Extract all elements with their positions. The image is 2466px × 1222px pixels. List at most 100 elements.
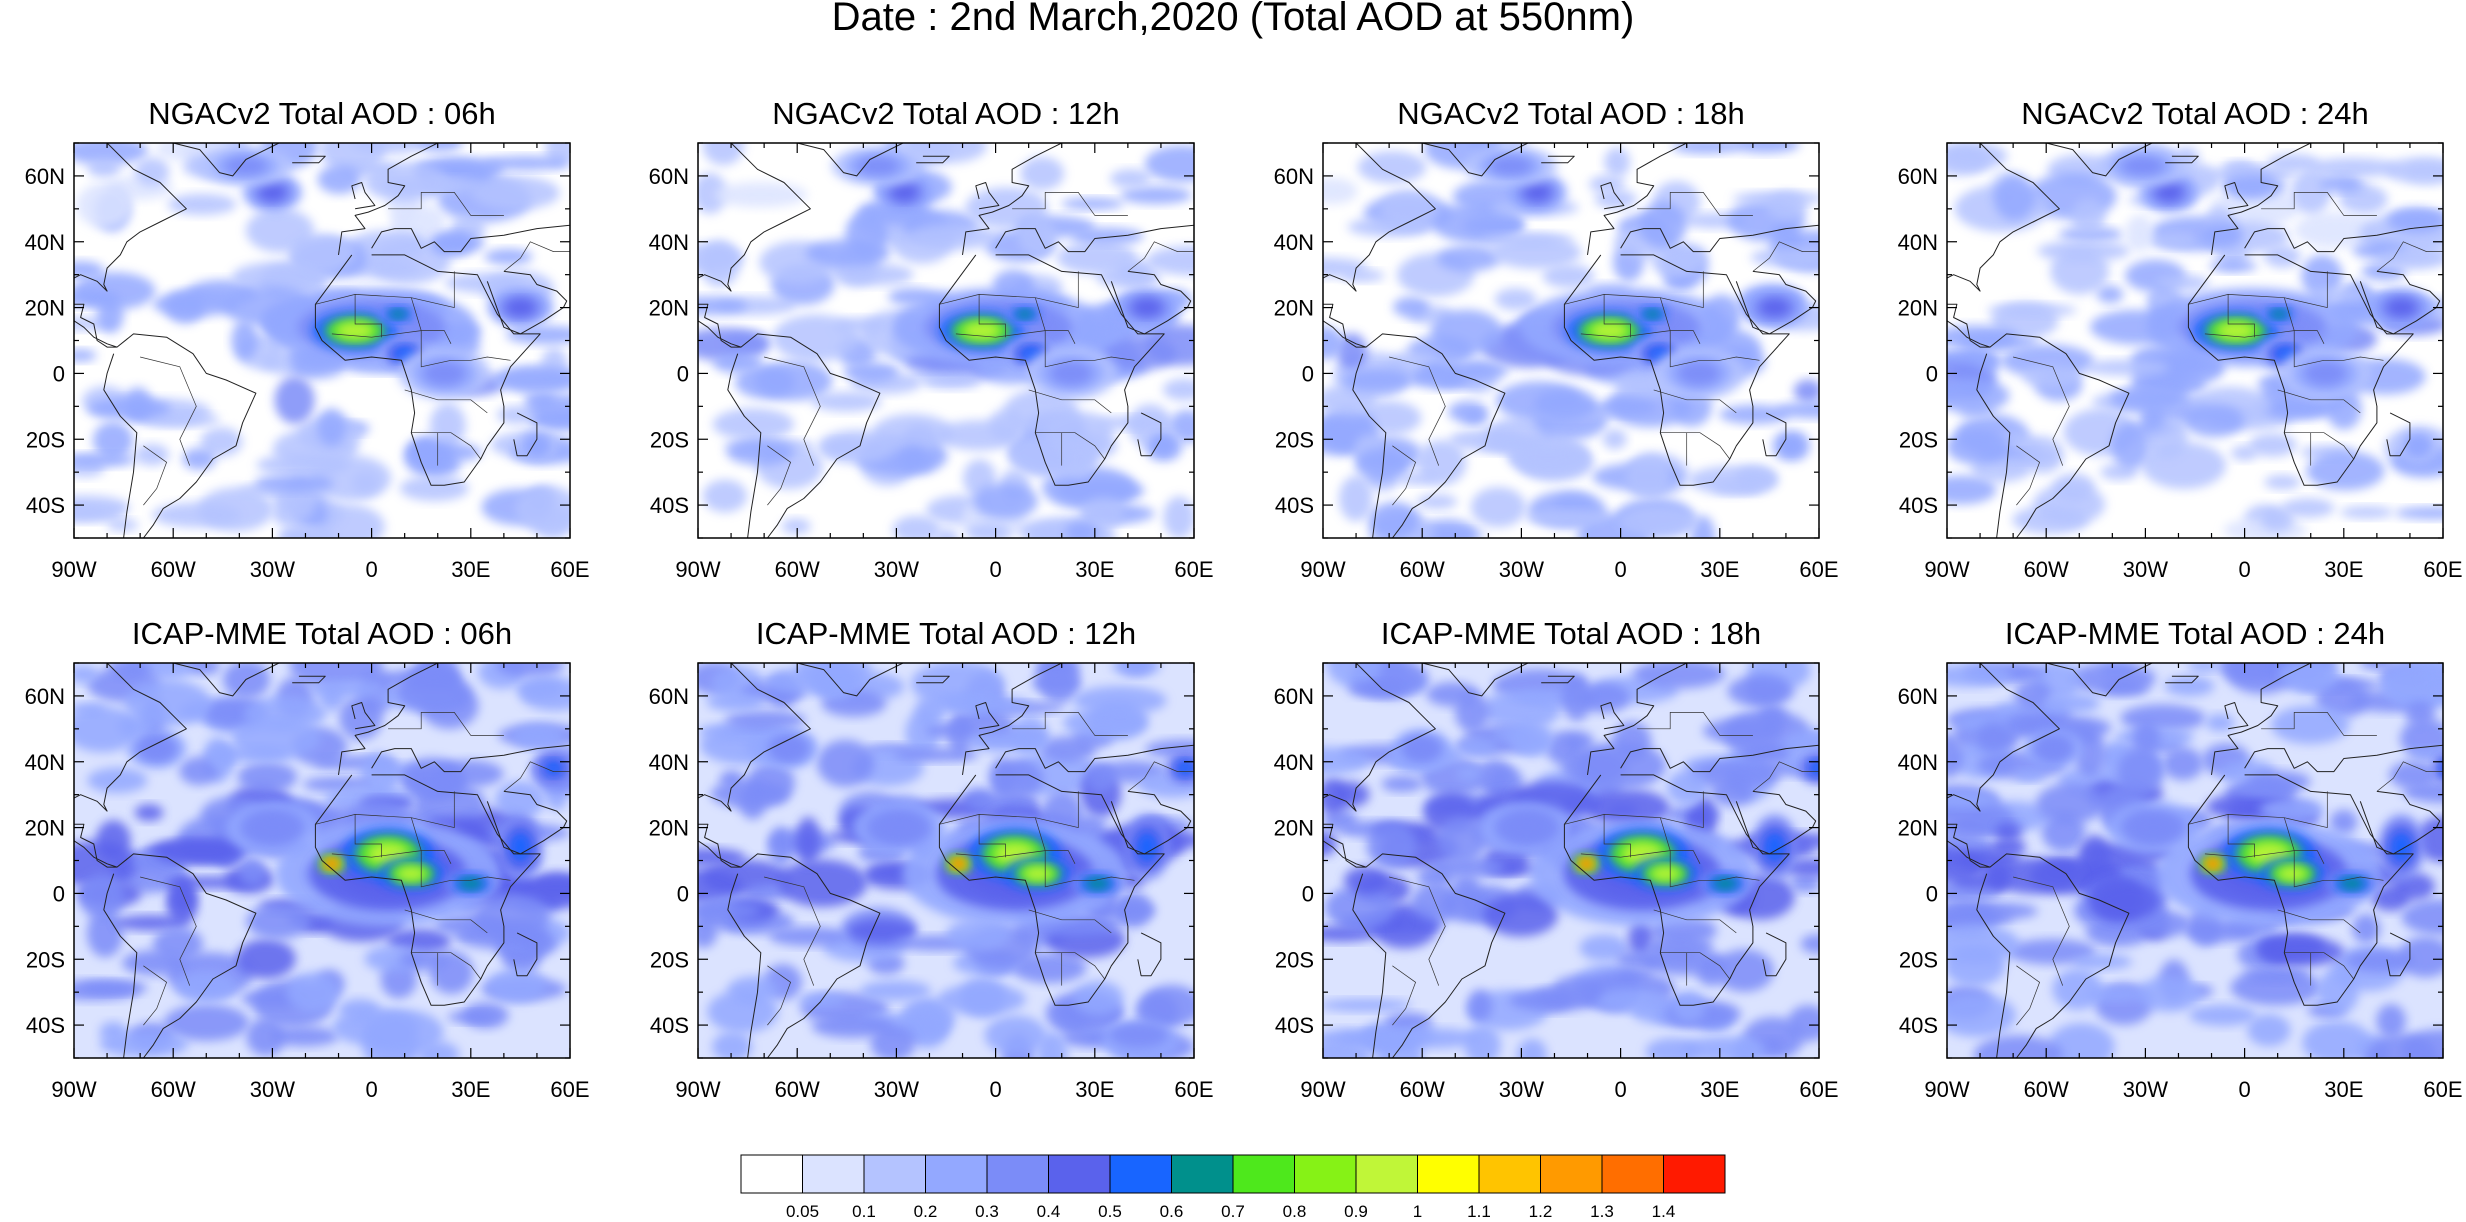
aod-patch xyxy=(945,696,1032,713)
aod-patch xyxy=(2014,680,2052,711)
border xyxy=(1392,965,1417,1026)
colorbar-label: 1.1 xyxy=(1467,1202,1491,1221)
border xyxy=(1392,445,1417,506)
coastline xyxy=(351,702,376,730)
aod-patch xyxy=(399,475,469,502)
aod-patch xyxy=(901,143,987,164)
aod-patch xyxy=(496,663,565,678)
lon-tick-label: 30E xyxy=(1075,557,1114,582)
aod-patch xyxy=(490,366,570,392)
border xyxy=(2204,850,2295,858)
aod-patch xyxy=(2301,254,2343,298)
border xyxy=(388,192,504,216)
border xyxy=(388,712,504,736)
aod-patch xyxy=(2234,781,2297,797)
border xyxy=(354,814,382,858)
aod-patch xyxy=(2278,663,2340,693)
aod-patch xyxy=(706,692,764,712)
aod-patch xyxy=(1416,494,1458,510)
aod-patch xyxy=(512,724,564,749)
lat-tick-label: 60N xyxy=(649,684,689,709)
aod-plume xyxy=(2408,438,2427,454)
lat-tick-label: 40N xyxy=(1898,750,1938,775)
aod-patch xyxy=(87,767,148,794)
lat-tick-label: 60N xyxy=(25,684,65,709)
border xyxy=(2293,330,2384,368)
lat-tick-label: 40S xyxy=(1275,1013,1314,1038)
border xyxy=(2284,432,2354,460)
aod-patch xyxy=(712,408,795,441)
panel-title: ICAP-MME Total AOD : 18h xyxy=(1381,616,1761,651)
aod-patch xyxy=(698,296,748,316)
coastlines xyxy=(1323,663,1819,1058)
aod-patch xyxy=(179,756,219,786)
aod-patch xyxy=(1384,1012,1433,1031)
aod-patch xyxy=(2021,436,2064,474)
aod-patch xyxy=(1017,216,1057,256)
coastline xyxy=(1600,182,1625,210)
aod-plume xyxy=(251,815,294,840)
aod-patch xyxy=(1392,296,1430,318)
aod-patch xyxy=(1552,975,1602,1003)
colorbar-box xyxy=(986,1154,1049,1194)
aod-patch xyxy=(1947,428,2010,465)
aod-patch xyxy=(79,980,148,995)
aod-plume xyxy=(775,739,802,758)
border xyxy=(1028,389,1112,414)
aod-patch xyxy=(1579,683,1630,713)
panel-title: NGACv2 Total AOD : 12h xyxy=(772,96,1119,131)
aod-plume xyxy=(458,877,483,890)
aod-patch xyxy=(772,314,860,362)
coastline xyxy=(314,254,541,486)
aod-patch xyxy=(114,915,188,931)
aod-patch xyxy=(1039,736,1096,763)
aod-patch xyxy=(1775,401,1819,419)
border xyxy=(978,814,1006,858)
aod-patch xyxy=(2320,175,2362,193)
border xyxy=(2376,241,2443,272)
lon-tick-label: 60E xyxy=(550,557,589,582)
aod-patch xyxy=(1625,453,1672,500)
coastline xyxy=(74,143,187,292)
aod-plume xyxy=(528,438,546,454)
country-borders xyxy=(1389,712,1819,1026)
aod-plume xyxy=(1643,309,1662,319)
aod-patch xyxy=(1730,143,1800,154)
coastline xyxy=(103,853,257,1058)
aod-plume xyxy=(1782,438,1801,454)
aod-plume xyxy=(1023,866,1053,882)
lat-tick-label: 40S xyxy=(1899,493,1938,518)
colorbar-label: 0.9 xyxy=(1344,1202,1368,1221)
border xyxy=(764,356,821,466)
figure-title: Date : 2nd March,2020 (Total AOD at 550n… xyxy=(832,0,1635,39)
lon-tick-label: 0 xyxy=(2238,1077,2250,1102)
border xyxy=(2016,965,2041,1026)
lat-tick-label: 20S xyxy=(650,947,689,972)
lat-tick-label: 20N xyxy=(1898,296,1938,321)
aod-patch xyxy=(1323,777,1349,816)
aod-patch xyxy=(2094,882,2161,920)
aod-patch xyxy=(899,445,928,472)
aod-patch xyxy=(338,998,381,1022)
aod-patch xyxy=(1347,681,1408,698)
aod-patch xyxy=(2109,386,2185,411)
aod-patch xyxy=(1430,309,1503,355)
aod-plume xyxy=(2040,739,2067,758)
aod-patch xyxy=(2248,433,2297,457)
aod-patch xyxy=(1973,1035,2063,1058)
coastline xyxy=(1947,143,2060,292)
aod-plume xyxy=(1650,866,1681,882)
aod-patch xyxy=(2101,680,2149,696)
country-borders xyxy=(2013,192,2443,506)
border xyxy=(1012,192,1128,216)
colorbar-box xyxy=(1417,1154,1480,1194)
border xyxy=(767,965,792,1026)
aod-patch xyxy=(79,873,125,920)
aod-patch xyxy=(2376,1003,2406,1039)
aod-patch xyxy=(1976,722,2012,754)
aod-patch xyxy=(848,918,917,943)
aod-patch xyxy=(1596,988,1666,1013)
coastline xyxy=(74,823,118,868)
aod-patch xyxy=(349,230,427,261)
coastline xyxy=(1947,663,2060,812)
